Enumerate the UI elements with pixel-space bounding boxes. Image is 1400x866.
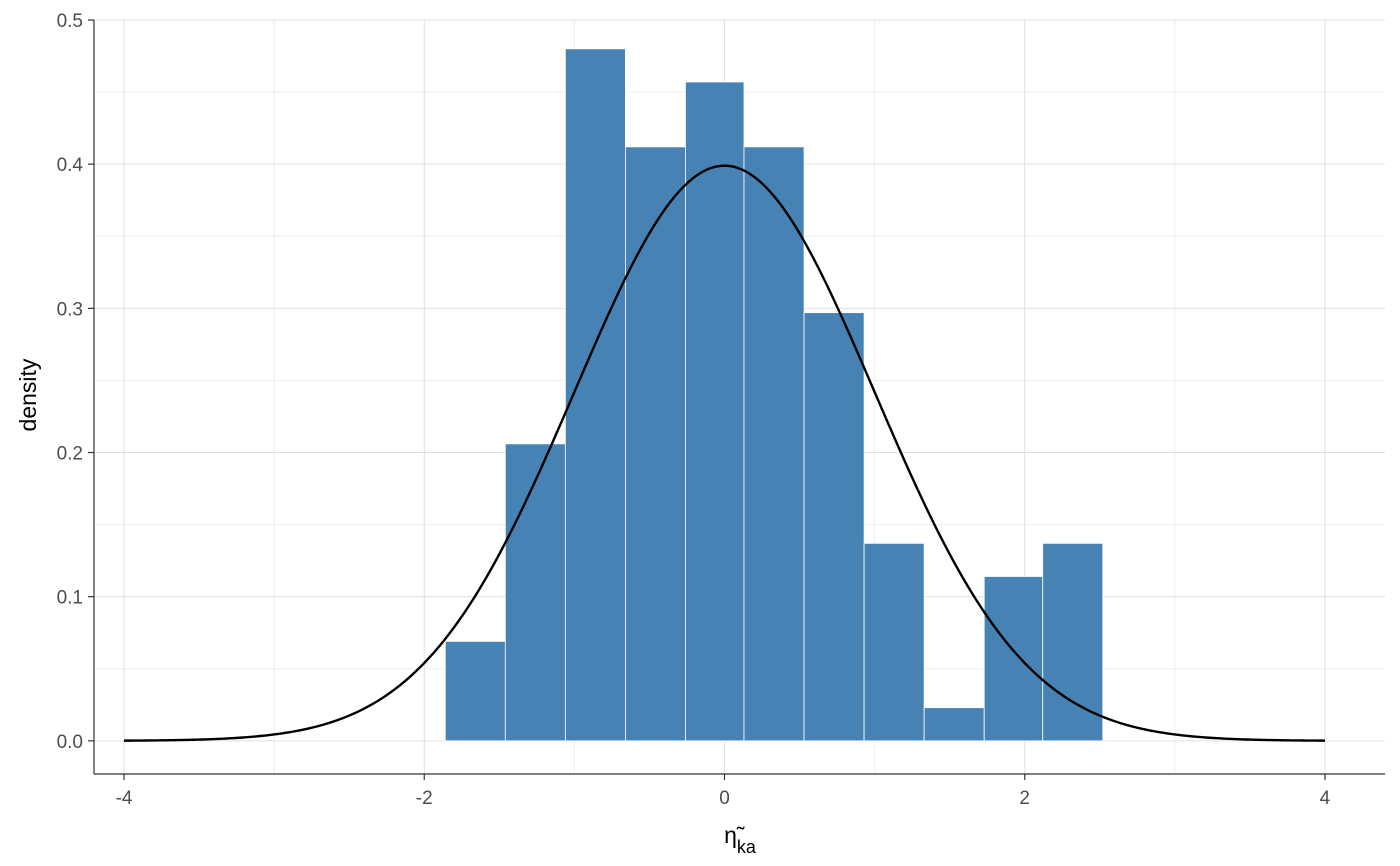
histogram-bar xyxy=(923,707,985,742)
x-tick-label: 0 xyxy=(719,788,730,809)
histogram-bar xyxy=(685,81,745,742)
y-tick-label: 0.3 xyxy=(57,299,83,320)
histogram-bar xyxy=(564,48,626,742)
histogram-bar xyxy=(504,443,566,742)
histogram-bar xyxy=(444,640,506,742)
x-axis-title-subscript: ka xyxy=(737,837,757,857)
x-tick-label: 2 xyxy=(1019,788,1030,809)
bars-layer xyxy=(444,48,1104,742)
histogram-bar xyxy=(803,312,865,742)
y-tick-label: 0.5 xyxy=(57,11,83,32)
x-tick-label: -4 xyxy=(116,788,133,809)
tick-labels-layer: -4 -2 0 2 4 0.0 0.1 0.2 0.3 0.4 0.5 xyxy=(57,11,1331,809)
histogram-bar xyxy=(1042,542,1104,742)
y-tick-label: 0.2 xyxy=(57,444,83,465)
y-tick-label: 0.0 xyxy=(57,732,83,753)
normal-density-curve xyxy=(124,164,1325,742)
x-tick-label: 4 xyxy=(1320,788,1331,809)
density-curve-layer xyxy=(124,164,1325,742)
y-tick-label: 0.4 xyxy=(57,155,84,176)
histogram-bar xyxy=(863,542,925,742)
histogram-bar xyxy=(743,146,805,742)
histogram-bar xyxy=(625,146,686,742)
histogram-bar xyxy=(983,576,1044,742)
x-tick-label: -2 xyxy=(416,788,433,809)
x-axis-title: η̃ka xyxy=(724,822,757,857)
axes-layer xyxy=(88,19,1385,780)
y-axis-title: density xyxy=(15,358,41,431)
y-tick-label: 0.1 xyxy=(57,588,83,609)
